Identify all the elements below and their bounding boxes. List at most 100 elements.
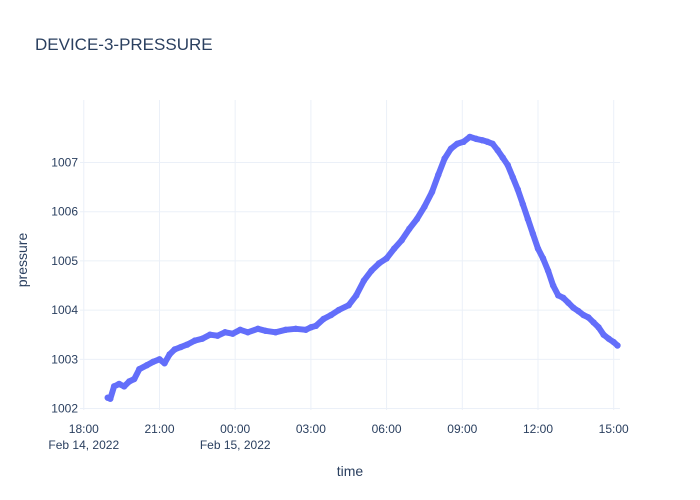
data-point[interactable] <box>413 215 421 223</box>
x-tick-label: 18:00 <box>69 422 99 436</box>
data-point[interactable] <box>406 225 413 233</box>
data-point[interactable] <box>472 135 480 143</box>
y-tick-label: 1006 <box>51 205 78 219</box>
data-point[interactable] <box>177 343 185 351</box>
data-point[interactable] <box>199 335 206 342</box>
data-point[interactable] <box>272 329 279 336</box>
data-point[interactable] <box>509 174 516 181</box>
data-point[interactable] <box>149 358 157 365</box>
data-point[interactable] <box>398 237 405 244</box>
data-point[interactable] <box>166 351 173 358</box>
data-point[interactable] <box>383 255 390 262</box>
data-point[interactable] <box>489 140 496 147</box>
x-tick-label: 12:00 <box>523 422 553 436</box>
data-point[interactable] <box>307 324 315 331</box>
data-point[interactable] <box>302 326 310 333</box>
data-point[interactable] <box>353 292 360 299</box>
data-layer[interactable] <box>104 133 621 402</box>
data-point[interactable] <box>156 356 163 363</box>
data-point[interactable] <box>484 138 491 146</box>
data-point[interactable] <box>120 383 128 390</box>
data-point[interactable] <box>447 145 455 152</box>
data-point[interactable] <box>600 331 607 338</box>
data-point[interactable] <box>544 267 552 274</box>
data-point[interactable] <box>107 395 114 402</box>
data-point[interactable] <box>529 230 537 238</box>
data-point[interactable] <box>499 154 506 161</box>
data-point[interactable] <box>320 315 327 323</box>
data-point[interactable] <box>570 304 577 311</box>
x-tick-label: 03:00 <box>296 422 326 436</box>
data-point[interactable] <box>161 360 168 367</box>
data-point[interactable] <box>292 325 299 333</box>
data-point[interactable] <box>262 327 269 334</box>
x-tick-label: 21:00 <box>144 422 174 436</box>
data-point[interactable] <box>494 146 501 154</box>
data-point[interactable] <box>229 330 236 337</box>
data-point[interactable] <box>565 299 572 306</box>
x-tick-label: 06:00 <box>372 422 402 436</box>
data-point[interactable] <box>614 342 621 349</box>
data-point[interactable] <box>514 186 522 193</box>
data-point[interactable] <box>237 326 244 333</box>
data-point[interactable] <box>184 341 191 348</box>
x-tick-label: 00:00 <box>220 422 250 436</box>
data-point[interactable] <box>421 203 428 210</box>
data-point[interactable] <box>171 346 178 353</box>
data-point[interactable] <box>435 171 442 178</box>
data-point[interactable] <box>441 155 448 162</box>
y-tick-label: 1002 <box>51 402 78 416</box>
x-tick-label: 09:00 <box>447 422 477 436</box>
data-point[interactable] <box>312 322 320 330</box>
data-point[interactable] <box>345 301 352 309</box>
data-point[interactable] <box>504 161 511 169</box>
y-axis-title: pressure <box>14 233 30 288</box>
data-point[interactable] <box>390 245 398 252</box>
data-point[interactable] <box>585 314 592 321</box>
data-point[interactable] <box>214 332 221 339</box>
data-point[interactable] <box>206 331 214 338</box>
data-point[interactable] <box>590 319 597 326</box>
data-point[interactable] <box>595 324 602 331</box>
data-point[interactable] <box>244 329 252 336</box>
data-point[interactable] <box>560 294 567 302</box>
data-point[interactable] <box>554 292 562 299</box>
x-tick-label: 15:00 <box>599 422 629 436</box>
data-point[interactable] <box>143 362 151 369</box>
data-point[interactable] <box>479 137 486 144</box>
data-point[interactable] <box>605 335 612 342</box>
data-point[interactable] <box>454 140 461 147</box>
data-point[interactable] <box>110 383 118 390</box>
data-point[interactable] <box>126 378 133 385</box>
data-point[interactable] <box>519 201 527 208</box>
data-point[interactable] <box>460 138 467 146</box>
data-point[interactable] <box>575 307 582 315</box>
data-point[interactable] <box>368 267 375 274</box>
x-axis-title: time <box>337 463 364 479</box>
data-point[interactable] <box>254 325 262 333</box>
data-point[interactable] <box>136 365 143 373</box>
x-tick-date-label: Feb 15, 2022 <box>200 438 271 452</box>
data-point[interactable] <box>580 311 587 319</box>
data-point[interactable] <box>327 311 335 319</box>
data-point[interactable] <box>534 245 542 252</box>
data-point[interactable] <box>335 306 342 314</box>
data-point[interactable] <box>466 133 474 141</box>
data-point[interactable] <box>221 329 229 336</box>
x-tick-date-label: Feb 14, 2022 <box>48 438 119 452</box>
data-point[interactable] <box>115 380 123 388</box>
data-point[interactable] <box>360 277 368 284</box>
data-point[interactable] <box>524 215 532 223</box>
data-point[interactable] <box>191 337 199 344</box>
y-tick-label: 1003 <box>51 352 78 366</box>
data-point[interactable] <box>539 255 547 262</box>
data-point[interactable] <box>428 188 436 196</box>
data-point[interactable] <box>549 282 557 289</box>
series-line-pressure <box>104 133 621 402</box>
data-point[interactable] <box>282 326 289 333</box>
data-point[interactable] <box>375 260 383 267</box>
data-point[interactable] <box>131 375 138 383</box>
